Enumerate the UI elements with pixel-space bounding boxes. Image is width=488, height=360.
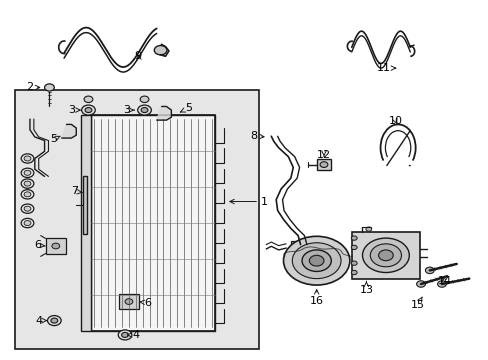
Text: 13: 13 bbox=[359, 281, 373, 296]
Circle shape bbox=[350, 245, 356, 249]
Circle shape bbox=[309, 255, 324, 266]
Circle shape bbox=[85, 108, 92, 113]
Circle shape bbox=[84, 96, 93, 103]
Bar bbox=[15, 90, 259, 348]
Circle shape bbox=[24, 192, 31, 197]
Text: 8: 8 bbox=[250, 131, 264, 141]
Circle shape bbox=[154, 45, 166, 55]
Text: 10: 10 bbox=[388, 116, 402, 126]
Text: 16: 16 bbox=[309, 290, 323, 306]
Circle shape bbox=[140, 96, 149, 103]
Circle shape bbox=[122, 332, 128, 337]
Bar bbox=[119, 294, 139, 309]
Text: 14: 14 bbox=[436, 276, 450, 286]
Text: 5: 5 bbox=[180, 103, 191, 113]
Circle shape bbox=[24, 156, 31, 161]
Bar bbox=[290, 241, 305, 250]
Circle shape bbox=[350, 270, 356, 275]
Bar bbox=[45, 238, 66, 253]
Text: 9: 9 bbox=[134, 51, 142, 61]
Text: 7: 7 bbox=[71, 186, 82, 197]
Text: 6: 6 bbox=[140, 298, 151, 308]
Circle shape bbox=[362, 238, 408, 273]
Text: 3: 3 bbox=[123, 105, 134, 115]
Bar bbox=[91, 116, 215, 330]
Text: 15: 15 bbox=[410, 297, 424, 310]
Circle shape bbox=[437, 281, 446, 287]
Circle shape bbox=[125, 299, 133, 305]
Circle shape bbox=[24, 181, 31, 186]
Circle shape bbox=[24, 170, 31, 175]
Text: 6: 6 bbox=[34, 240, 45, 250]
Circle shape bbox=[292, 243, 340, 279]
Text: 11: 11 bbox=[376, 63, 395, 73]
Circle shape bbox=[283, 236, 349, 285]
Circle shape bbox=[118, 330, 132, 340]
Circle shape bbox=[378, 250, 392, 261]
Circle shape bbox=[425, 267, 433, 274]
Circle shape bbox=[365, 227, 371, 231]
Circle shape bbox=[51, 318, 58, 323]
Polygon shape bbox=[157, 107, 171, 120]
Text: 3: 3 bbox=[68, 105, 80, 115]
Text: 2: 2 bbox=[26, 82, 40, 93]
Bar bbox=[91, 116, 215, 330]
Circle shape bbox=[416, 281, 425, 287]
Text: 4: 4 bbox=[35, 316, 47, 325]
Circle shape bbox=[47, 316, 61, 325]
Circle shape bbox=[81, 105, 95, 115]
Bar bbox=[351, 232, 419, 279]
Bar bbox=[81, 116, 91, 330]
Text: 4: 4 bbox=[127, 330, 140, 340]
Circle shape bbox=[369, 244, 401, 267]
Text: 12: 12 bbox=[316, 150, 330, 160]
Circle shape bbox=[320, 162, 327, 167]
Circle shape bbox=[350, 236, 356, 240]
Circle shape bbox=[302, 250, 330, 271]
Text: 1: 1 bbox=[229, 197, 267, 207]
Circle shape bbox=[44, 84, 54, 91]
Circle shape bbox=[138, 105, 151, 115]
Circle shape bbox=[141, 108, 148, 113]
Circle shape bbox=[350, 261, 356, 265]
Circle shape bbox=[52, 243, 60, 249]
Bar bbox=[82, 176, 87, 234]
Circle shape bbox=[24, 221, 31, 226]
Polygon shape bbox=[61, 125, 76, 138]
Bar bbox=[316, 159, 330, 170]
Circle shape bbox=[24, 206, 31, 211]
Text: 5: 5 bbox=[50, 135, 60, 144]
